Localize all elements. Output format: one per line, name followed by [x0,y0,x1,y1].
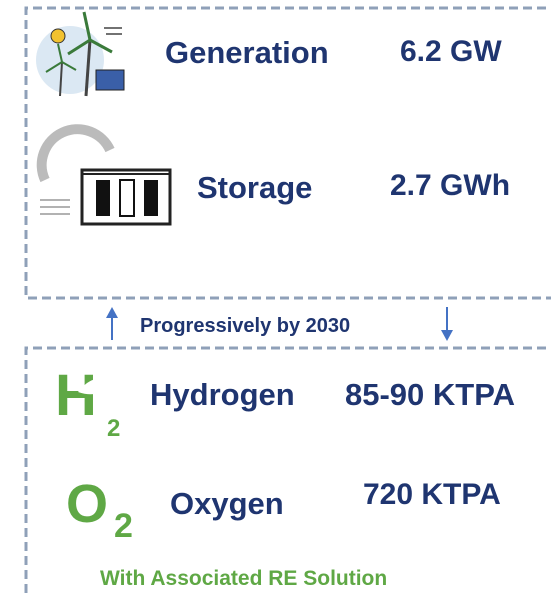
storage-value: 2.7 GWh [390,169,510,202]
down-arrow [441,307,453,341]
generation-label: Generation [165,35,329,70]
oxygen-value: 720 KTPA [363,478,501,511]
oxygen-symbol: O [66,474,108,534]
up-arrow [106,307,118,340]
oxygen-subscript: 2 [114,507,133,545]
generation-value: 6.2 GW [400,35,502,68]
hydrogen-value: 85-90 KTPA [345,377,515,412]
oxygen-label: Oxygen [170,486,284,521]
page: Generation 6.2 GW Storage 2.7 GWh Progre… [0,0,551,594]
hydrogen-symbol: H [55,363,97,428]
link-label: Progressively by 2030 [140,315,350,337]
hydrogen-label: Hydrogen [150,377,295,412]
generation-icon [36,12,124,96]
footer-label: With Associated RE Solution [100,567,387,590]
storage-icon [40,129,170,224]
hydrogen-subscript: 2 [107,415,120,442]
infographic: Generation 6.2 GW Storage 2.7 GWh Progre… [0,0,551,594]
storage-label: Storage [197,170,312,205]
